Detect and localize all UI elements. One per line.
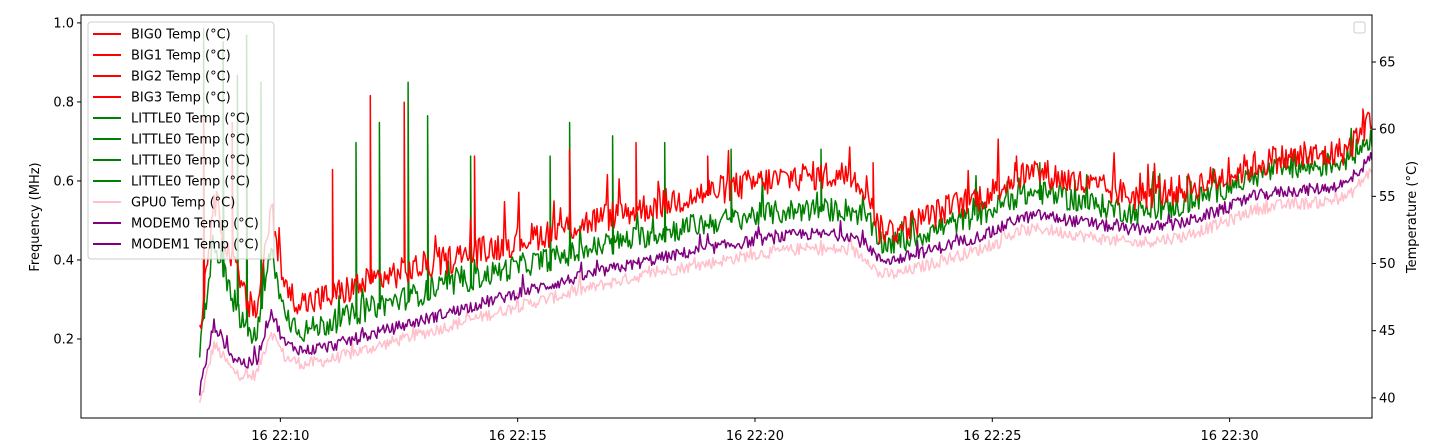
x-tick-label: 16 22:20	[726, 429, 784, 444]
x-tick-label: 16 22:10	[251, 429, 309, 444]
legend-label: LITTLE0 Temp (°C)	[131, 154, 250, 169]
legend-label: BIG0 Temp (°C)	[131, 28, 231, 43]
legend-label: BIG3 Temp (°C)	[131, 91, 231, 106]
legend-left: BIG0 Temp (°C) BIG1 Temp (°C) BIG2 Temp (°…	[87, 21, 275, 260]
legend-label: MODEM1 Temp (°C)	[131, 238, 259, 253]
y-right-tick-label: 55	[1379, 190, 1396, 205]
y-right-tick-label: 60	[1379, 123, 1396, 138]
legend-label: LITTLE0 Temp (°C)	[131, 112, 250, 127]
legend-label: LITTLE0 Temp (°C)	[131, 133, 250, 148]
x-tick-label: 16 22:25	[963, 429, 1021, 444]
y-axis-right-label: Temperature (°C)	[1405, 161, 1420, 274]
x-axis: 16 22:10 16 22:15 16 22:20 16 22:25 16 22:30	[251, 418, 1259, 444]
series-line	[198, 168, 1372, 403]
legend-box	[87, 21, 275, 260]
legend-label: GPU0 Temp (°C)	[131, 196, 235, 211]
y-left-tick-label: 0.4	[53, 253, 74, 268]
y-right-tick-label: 40	[1379, 391, 1396, 406]
series-line	[199, 94, 1372, 329]
y-right-tick-label: 45	[1379, 324, 1396, 339]
y-axis-left: 0.2 0.4 0.6 0.8 1.0	[53, 16, 81, 347]
series-line	[198, 151, 1372, 396]
y-right-tick-label: 65	[1379, 56, 1396, 71]
y-left-tick-label: 1.0	[53, 16, 74, 31]
y-left-tick-label: 0.8	[53, 95, 74, 110]
legend-right	[1353, 21, 1366, 34]
y-axis-left-label: Frequency (MHz)	[28, 162, 43, 271]
series-line	[198, 27, 1372, 358]
legend-label: LITTLE0 Temp (°C)	[131, 175, 250, 190]
y-right-tick-label: 50	[1379, 257, 1396, 272]
y-axis-right: 40 45 50 55 60 65	[1372, 56, 1396, 406]
y-left-tick-label: 0.6	[53, 174, 74, 189]
y-left-tick-label: 0.2	[53, 332, 74, 347]
plot-frame	[80, 14, 1373, 419]
x-tick-label: 16 22:30	[1201, 429, 1259, 444]
legend-label: BIG2 Temp (°C)	[131, 70, 231, 85]
legend-label: BIG1 Temp (°C)	[131, 49, 231, 64]
x-tick-label: 16 22:15	[489, 429, 547, 444]
series-layer	[198, 27, 1372, 403]
legend-label: MODEM0 Temp (°C)	[131, 217, 259, 232]
